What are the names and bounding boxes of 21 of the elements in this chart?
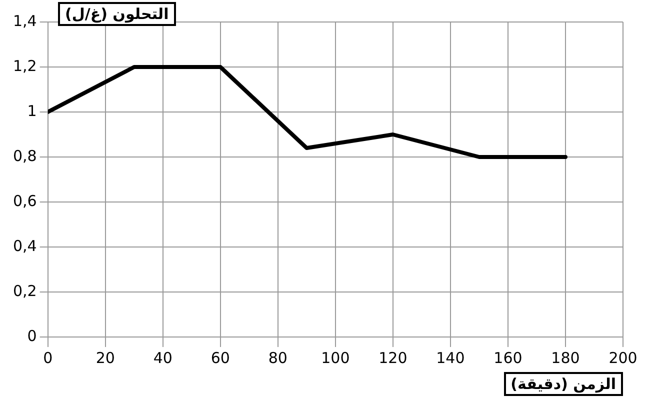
x-tick-label: 160 bbox=[494, 348, 522, 367]
x-tick-label: 80 bbox=[268, 348, 288, 367]
y-tick-label: 1 bbox=[27, 102, 37, 120]
y-tick-label: 0,8 bbox=[12, 146, 37, 165]
y-tick-label: 0,4 bbox=[12, 236, 37, 255]
x-tick-label: 60 bbox=[210, 348, 230, 367]
x-axis-title: الزمن (دقيقة) bbox=[504, 372, 623, 396]
y-tick-label: 0,2 bbox=[12, 282, 37, 300]
y-tick-label: 0 bbox=[27, 326, 37, 345]
x-tick-label: 180 bbox=[551, 348, 580, 367]
x-tick-label: 100 bbox=[321, 348, 350, 367]
x-tick-label: 200 bbox=[608, 348, 638, 367]
x-tick-label: 140 bbox=[436, 348, 465, 367]
x-tick-label: 0 bbox=[43, 348, 53, 367]
y-axis-title: التحلون (غ/ل) bbox=[58, 2, 176, 26]
x-tick-label: 40 bbox=[153, 348, 172, 367]
x-tick-label: 120 bbox=[378, 348, 408, 367]
x-tick-label: 20 bbox=[96, 348, 115, 367]
y-tick-label: 1,2 bbox=[12, 56, 37, 75]
y-tick-label: 0,6 bbox=[12, 192, 37, 210]
y-tick-label: 1,4 bbox=[12, 12, 37, 30]
